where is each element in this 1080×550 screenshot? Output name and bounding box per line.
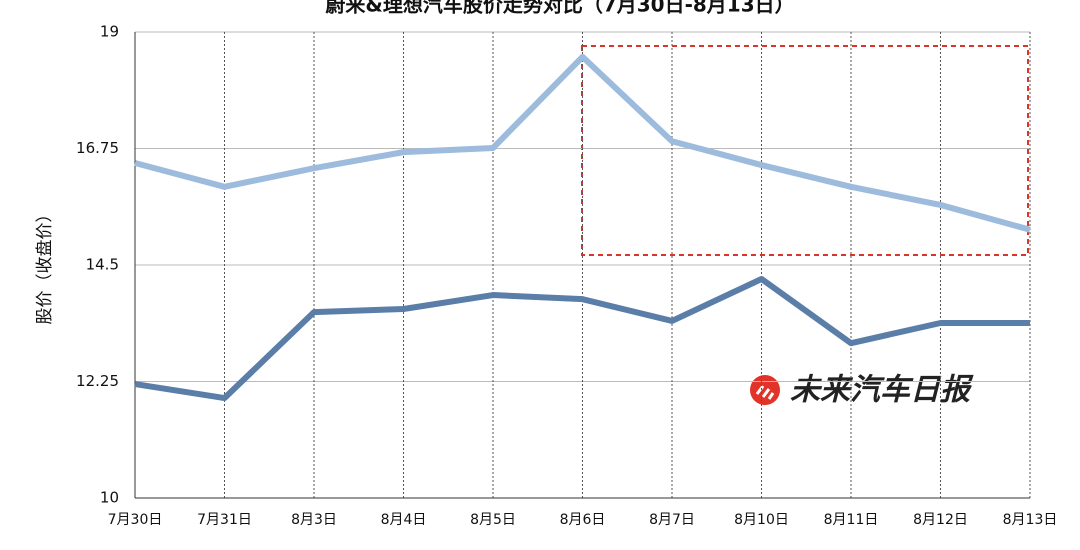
- x-tick-label: 7月31日: [197, 512, 252, 528]
- watermark-logo: [750, 375, 780, 405]
- watermark-text: 未来汽车日报: [790, 373, 974, 408]
- x-tick-label: 8月13日: [1003, 512, 1058, 528]
- x-tick-label: 8月4日: [381, 512, 427, 528]
- y-tick-label: 19: [100, 23, 119, 41]
- x-tick-label: 8月6日: [560, 512, 606, 528]
- watermark-logo-mark: [755, 385, 775, 400]
- x-tick-label: 8月12日: [913, 512, 968, 528]
- watermark: 未来汽车日报: [750, 373, 974, 408]
- y-axis-label: 股价（收盘价）: [35, 206, 55, 325]
- y-tick-label: 10: [100, 489, 119, 507]
- x-tick-label: 8月7日: [649, 512, 695, 528]
- x-tick-label: 8月5日: [470, 512, 516, 528]
- y-tick-label: 12.25: [76, 372, 119, 390]
- y-tick-label: 14.5: [86, 256, 119, 274]
- x-tick-label: 8月10日: [734, 512, 789, 528]
- x-tick-label: 8月3日: [291, 512, 337, 528]
- x-tick-label: 7月30日: [108, 512, 163, 528]
- chart-title: 蔚来&理想汽车股价走势对比（7月30日-8月13日）: [325, 0, 794, 17]
- highlight-box: [581, 45, 1029, 256]
- line-series: [134, 275, 1030, 402]
- x-tick-label: 8月11日: [824, 512, 879, 528]
- line-series: [134, 53, 1031, 233]
- y-tick-label: 16.75: [76, 139, 119, 157]
